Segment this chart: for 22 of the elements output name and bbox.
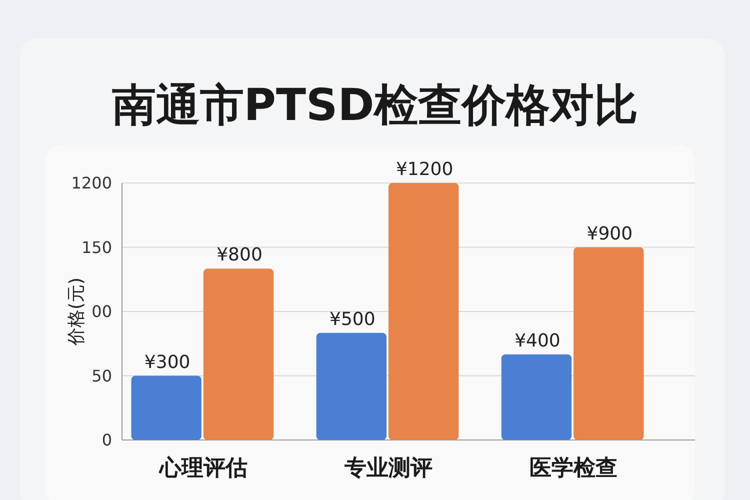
x-tick-label: 心理评估 [158,455,248,481]
text: 0 [102,430,112,450]
chart-title: 南通市PTSD检查价格对比 [112,80,638,131]
bar [203,268,274,440]
text: 150 [81,238,112,257]
data-label: ¥900 [586,223,633,244]
text: 50 [92,366,112,386]
data-label: ¥800 [216,244,262,266]
bar [388,183,459,440]
bar [316,332,386,440]
data-label: ¥300 [144,352,190,373]
text: 1200 [71,174,112,193]
y-axis-title: 价格(元) [66,277,87,347]
bar [131,376,202,440]
x-tick-label: 医学检查 [530,456,618,481]
data-label: ¥500 [330,308,376,330]
bar [574,247,644,440]
data-label: ¥400 [514,330,560,352]
x-tick-label: 专业测评 [344,456,432,481]
text: 00 [92,302,112,322]
data-label: ¥1200 [396,159,454,180]
bar [501,354,572,440]
